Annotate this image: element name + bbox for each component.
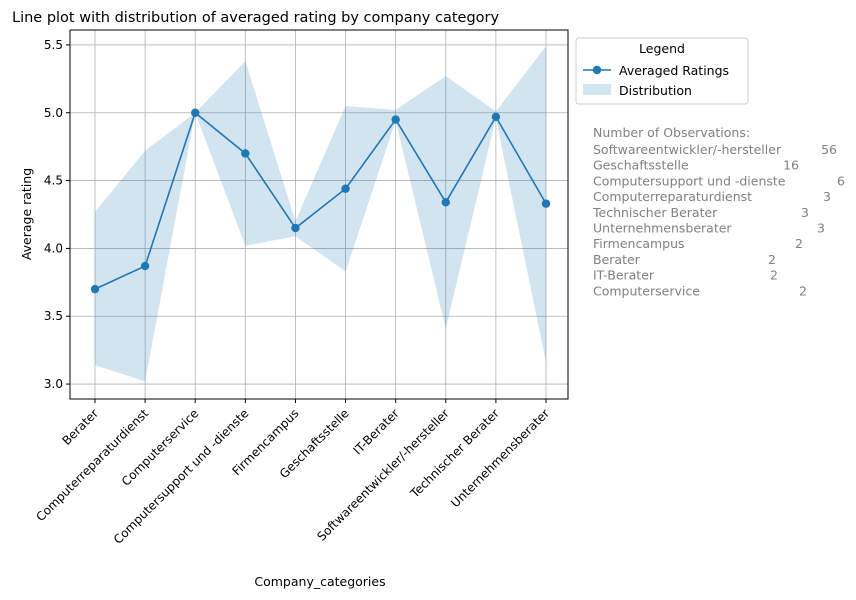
observation-category: Unternehmensberater xyxy=(593,221,732,236)
y-tick-label: 3.0 xyxy=(44,377,63,391)
observation-category: Technischer Berater xyxy=(592,205,718,220)
observation-count: 16 xyxy=(783,158,799,173)
legend-label-averaged-ratings: Averaged Ratings xyxy=(619,63,729,78)
y-tick-label: 5.0 xyxy=(44,106,63,120)
data-point xyxy=(291,223,300,233)
observation-category: Firmencampus xyxy=(593,236,685,251)
data-points xyxy=(90,108,551,294)
observation-count: 3 xyxy=(801,205,809,220)
series-line xyxy=(94,111,547,290)
legend: Legend Averaged Ratings Distribution xyxy=(575,37,749,105)
observation-count: 2 xyxy=(799,283,807,298)
observation-category: Berater xyxy=(593,252,641,267)
y-axis-label: Average rating xyxy=(19,168,34,260)
data-point xyxy=(441,198,450,207)
data-point xyxy=(391,115,400,124)
observation-category: Softwareentwickler/-hersteller xyxy=(593,142,782,157)
observation-category: Computerservice xyxy=(593,283,700,298)
data-point xyxy=(541,199,551,208)
legend-band-swatch xyxy=(583,84,611,95)
observation-count: 56 xyxy=(821,142,837,157)
chart-title: Line plot with distribution of averaged … xyxy=(12,10,499,26)
legend-title: Legend xyxy=(639,41,685,56)
data-point xyxy=(241,149,250,158)
observation-category: Computersupport und -dienste xyxy=(593,173,786,188)
y-tick-label: 4.5 xyxy=(44,174,63,188)
y-tick-label: 3.5 xyxy=(44,309,63,323)
averaged-ratings-line xyxy=(94,111,547,290)
observation-count: 2 xyxy=(795,236,803,251)
observation-category: Geschaftsstelle xyxy=(593,158,689,173)
observation-category: IT-Berater xyxy=(593,268,655,283)
observation-category: Computerreparaturdienst xyxy=(593,189,752,204)
distribution-area xyxy=(95,46,546,382)
data-point xyxy=(341,184,350,193)
observation-count: 2 xyxy=(770,268,778,283)
x-axis-label: Company_categories xyxy=(254,574,385,589)
observation-count: 3 xyxy=(823,189,831,204)
y-axis-ticks: 3.0 3.5 4.0 4.5 5.0 5.5 xyxy=(44,38,70,391)
distribution-band xyxy=(95,46,546,382)
observation-count: 2 xyxy=(768,252,776,267)
data-point xyxy=(491,112,501,122)
observations-header: Number of Observations: xyxy=(593,125,750,140)
y-tick-label: 5.5 xyxy=(44,38,63,52)
y-tick-label: 4.0 xyxy=(44,241,63,255)
observation-count: 6 xyxy=(837,173,845,188)
observation-count: 3 xyxy=(817,221,825,236)
legend-label-distribution: Distribution xyxy=(619,83,692,98)
legend-box xyxy=(575,37,749,105)
observations-annotation: Number of Observations: Softwareentwickl… xyxy=(592,125,845,298)
legend-marker-swatch xyxy=(592,65,602,75)
data-point xyxy=(90,284,100,294)
gridlines xyxy=(70,30,568,399)
data-point xyxy=(191,108,200,117)
data-point xyxy=(140,261,150,271)
plot-frame xyxy=(69,29,569,400)
